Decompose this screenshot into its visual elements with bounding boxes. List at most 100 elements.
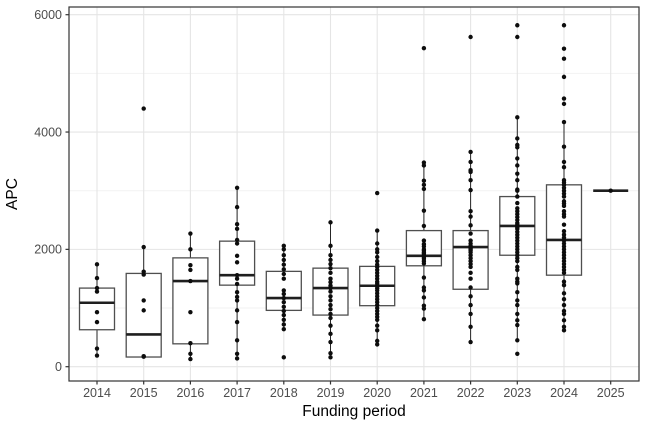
boxplot-2014 [78, 262, 116, 358]
data-point [468, 34, 473, 40]
data-point [328, 331, 333, 337]
data-point [468, 294, 473, 299]
data-point [328, 323, 333, 328]
x-tick-label: 2021 [410, 386, 438, 400]
data-point [421, 238, 427, 243]
x-tick-label: 2023 [503, 386, 531, 400]
data-point [94, 262, 100, 267]
data-point [94, 285, 100, 291]
data-point [421, 306, 427, 311]
data-point [375, 323, 380, 328]
data-point [328, 243, 333, 249]
data-point [188, 231, 193, 236]
data-point [281, 322, 286, 327]
data-point [468, 149, 473, 155]
data-point [234, 308, 240, 313]
x-tick-label: 2015 [130, 386, 158, 400]
data-point [328, 298, 333, 303]
data-point [234, 276, 240, 281]
data-point [94, 353, 100, 358]
data-point [421, 316, 427, 322]
data-point [561, 297, 567, 302]
data-point [375, 241, 380, 246]
data-points [561, 23, 567, 333]
data-point [234, 294, 240, 300]
data-point [281, 312, 286, 318]
data-point [515, 258, 520, 264]
data-point [328, 339, 333, 345]
data-point [375, 258, 380, 264]
data-point [421, 178, 427, 183]
plot-panel [69, 7, 639, 381]
x-tick-label: 2022 [457, 386, 485, 400]
data-point [328, 315, 333, 321]
data-point [188, 278, 193, 284]
data-point [141, 272, 146, 277]
data-point [561, 324, 567, 330]
data-point [561, 328, 567, 333]
data-point [515, 289, 520, 295]
data-point [281, 288, 286, 293]
data-point [281, 295, 286, 301]
boxplot-2022 [452, 34, 489, 345]
data-point [561, 46, 567, 51]
data-point [234, 253, 240, 259]
data-point [234, 356, 240, 361]
data-point [561, 282, 567, 288]
data-point [188, 309, 193, 315]
data-point [328, 285, 333, 291]
data-point [234, 338, 240, 343]
data-point [281, 243, 286, 249]
boxplot-2021 [405, 45, 443, 322]
data-point [421, 275, 427, 280]
data-point [468, 223, 473, 228]
data-point [234, 204, 240, 210]
data-point [468, 324, 473, 330]
data-point [468, 311, 473, 317]
x-axis: 2014 2015 2016 2017 2018 2019 2020 2021 2022 2023… [83, 381, 625, 400]
data-points [421, 45, 427, 322]
data-point [561, 56, 567, 61]
x-tick-label: 2025 [597, 386, 625, 400]
boxplot-2016 [172, 231, 209, 362]
data-point [561, 165, 567, 170]
data-points [234, 185, 240, 361]
data-point [141, 298, 146, 303]
data-point [515, 177, 520, 183]
data-point [515, 351, 520, 356]
data-point [328, 294, 333, 299]
data-point [328, 311, 333, 317]
data-point [375, 328, 380, 333]
data-point [188, 263, 193, 268]
data-point [94, 275, 100, 281]
data-point [468, 276, 473, 281]
boxplot-2019 [312, 220, 349, 360]
y-axis-title: APC [4, 178, 21, 210]
data-point [281, 262, 286, 267]
data-point [234, 185, 240, 190]
data-point [561, 222, 567, 227]
data-point [141, 106, 146, 111]
boxplot-2015 [125, 106, 162, 359]
data-point [188, 247, 193, 252]
x-tick-label: 2019 [317, 386, 345, 400]
data-point [561, 96, 567, 101]
data-points [188, 231, 193, 362]
x-axis-title: Funding period [302, 403, 405, 420]
data-point [515, 298, 520, 303]
data-point [421, 223, 427, 229]
data-point [375, 250, 380, 255]
data-point [188, 351, 193, 356]
data-point [281, 276, 286, 281]
data-points [515, 23, 520, 356]
data-point [515, 163, 520, 168]
data-point [561, 101, 567, 107]
data-points [468, 34, 473, 345]
data-point [515, 338, 520, 343]
data-point [421, 261, 427, 266]
data-point [468, 209, 473, 214]
data-point [281, 271, 286, 277]
data-point [515, 302, 520, 308]
x-tick-label: 2018 [270, 386, 298, 400]
data-point [281, 253, 286, 258]
